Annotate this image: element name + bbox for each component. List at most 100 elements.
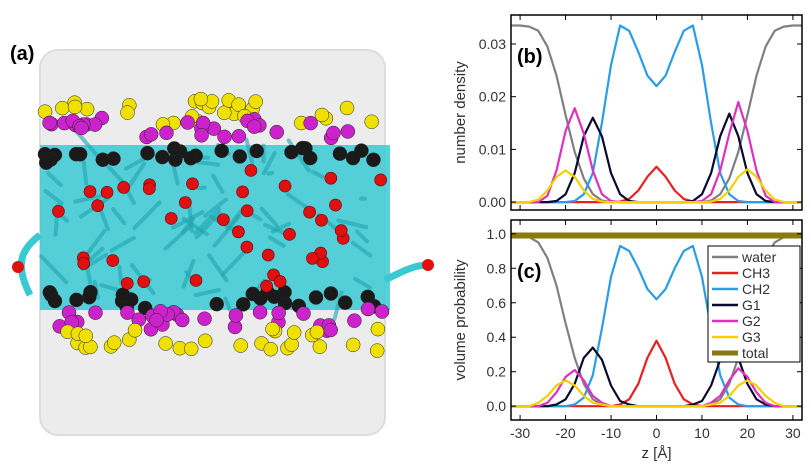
head-sphere — [183, 341, 199, 357]
head-sphere — [78, 328, 94, 344]
ch3-sphere — [121, 277, 134, 290]
ch3-sphere — [189, 274, 203, 287]
panel-c-volume-probability: 0.0 0.2 0.4 0.6 0.8 1.0 -30 -20 -10 0 10 20 30 volume… — [452, 219, 803, 462]
tail-strand — [262, 151, 277, 176]
head-sphere — [296, 306, 311, 321]
y-axis-label: volume probability — [452, 259, 469, 380]
ch3-sphere — [77, 257, 90, 270]
ch3-sphere — [179, 196, 192, 209]
head-sphere — [209, 296, 224, 312]
head-sphere — [374, 304, 390, 319]
head-sphere — [339, 100, 355, 116]
ch3-sphere — [329, 198, 342, 212]
head-sphere — [120, 105, 135, 120]
head-sphere — [370, 321, 386, 337]
head-sphere — [345, 150, 361, 166]
tail-strand — [244, 137, 255, 165]
head-sphere — [231, 97, 246, 112]
tail-strand — [193, 207, 222, 236]
head-sphere — [308, 290, 324, 305]
tail-strand — [354, 229, 369, 244]
tail-strand — [132, 200, 162, 231]
series-line-G3 — [511, 379, 802, 408]
tail-strand — [267, 235, 286, 248]
ch3-sphere — [283, 228, 296, 241]
head-sphere — [217, 105, 232, 120]
ch3-sphere — [236, 185, 249, 199]
head-sphere — [68, 146, 84, 162]
head-sphere — [235, 297, 251, 312]
head-sphere — [248, 94, 263, 109]
ch3-sphere — [260, 279, 273, 293]
ch3-sphere — [164, 212, 178, 225]
head-sphere — [323, 322, 338, 338]
tail-strand — [270, 221, 292, 234]
head-sphere — [143, 127, 159, 142]
head-sphere — [42, 115, 57, 131]
ch3-sphere — [83, 185, 97, 198]
head-sphere — [195, 115, 211, 131]
series-line-G1 — [511, 112, 802, 204]
head-sphere — [81, 289, 97, 305]
tail-strand — [187, 204, 194, 233]
head-sphere — [79, 101, 95, 117]
tail-strand — [17, 232, 43, 297]
y-tick-label: 0.0 — [487, 398, 507, 414]
headgroup-spheres — [12, 91, 434, 358]
tail-strand — [310, 169, 325, 179]
molecular-snapshot: (a) — [10, 43, 434, 436]
head-sphere — [252, 304, 268, 320]
head-sphere — [183, 150, 199, 166]
ch3-sphere — [91, 199, 104, 212]
head-sphere — [323, 286, 339, 301]
ch3-sphere — [232, 225, 245, 239]
head-sphere — [149, 312, 164, 328]
head-sphere — [217, 129, 232, 145]
head-sphere — [337, 295, 353, 310]
tail-strand — [211, 173, 225, 194]
head-sphere — [47, 293, 63, 309]
tail-strand — [383, 261, 429, 284]
head-sphere — [214, 143, 229, 159]
head-sphere — [303, 115, 318, 131]
tail-strand — [212, 214, 242, 248]
tail-strand — [43, 189, 64, 206]
head-sphere — [232, 149, 248, 164]
head-sphere — [266, 289, 282, 304]
x-tick-label: 20 — [740, 425, 756, 441]
legend-label-water: water — [741, 249, 777, 265]
head-sphere — [127, 323, 143, 338]
ch3-sphere — [142, 182, 156, 196]
head-sphere — [158, 336, 173, 351]
head-sphere — [167, 141, 182, 156]
x-tick-label: 10 — [694, 425, 710, 441]
x-tick-label: -10 — [601, 425, 621, 441]
head-sphere — [284, 337, 299, 352]
head-sphere — [95, 152, 111, 167]
y-tick-label: 0.02 — [479, 89, 506, 105]
tail-strand — [127, 161, 147, 188]
head-sphere — [155, 149, 170, 165]
head-sphere — [74, 120, 89, 136]
head-sphere — [314, 107, 330, 123]
tail-strand — [332, 290, 344, 321]
tail-strand — [350, 240, 373, 258]
head-sphere — [246, 119, 262, 134]
head-sphere — [231, 129, 247, 144]
panel-label-a: (a) — [10, 43, 34, 65]
head-sphere — [107, 335, 122, 350]
ch3-sphere — [52, 204, 65, 218]
panel-label: (c) — [517, 261, 541, 283]
head-sphere — [265, 321, 280, 337]
x-tick-label: -30 — [510, 425, 530, 441]
head-sphere — [345, 337, 361, 353]
head-sphere — [140, 145, 155, 161]
head-sphere — [194, 128, 209, 143]
y-tick-label: 0.00 — [479, 194, 506, 210]
ch3-sphere — [217, 213, 230, 226]
x-tick-label: 30 — [785, 425, 801, 441]
ch3-sphere — [186, 177, 199, 191]
ch3-sphere — [278, 179, 292, 193]
head-sphere — [249, 143, 264, 159]
head-sphere — [233, 338, 248, 353]
